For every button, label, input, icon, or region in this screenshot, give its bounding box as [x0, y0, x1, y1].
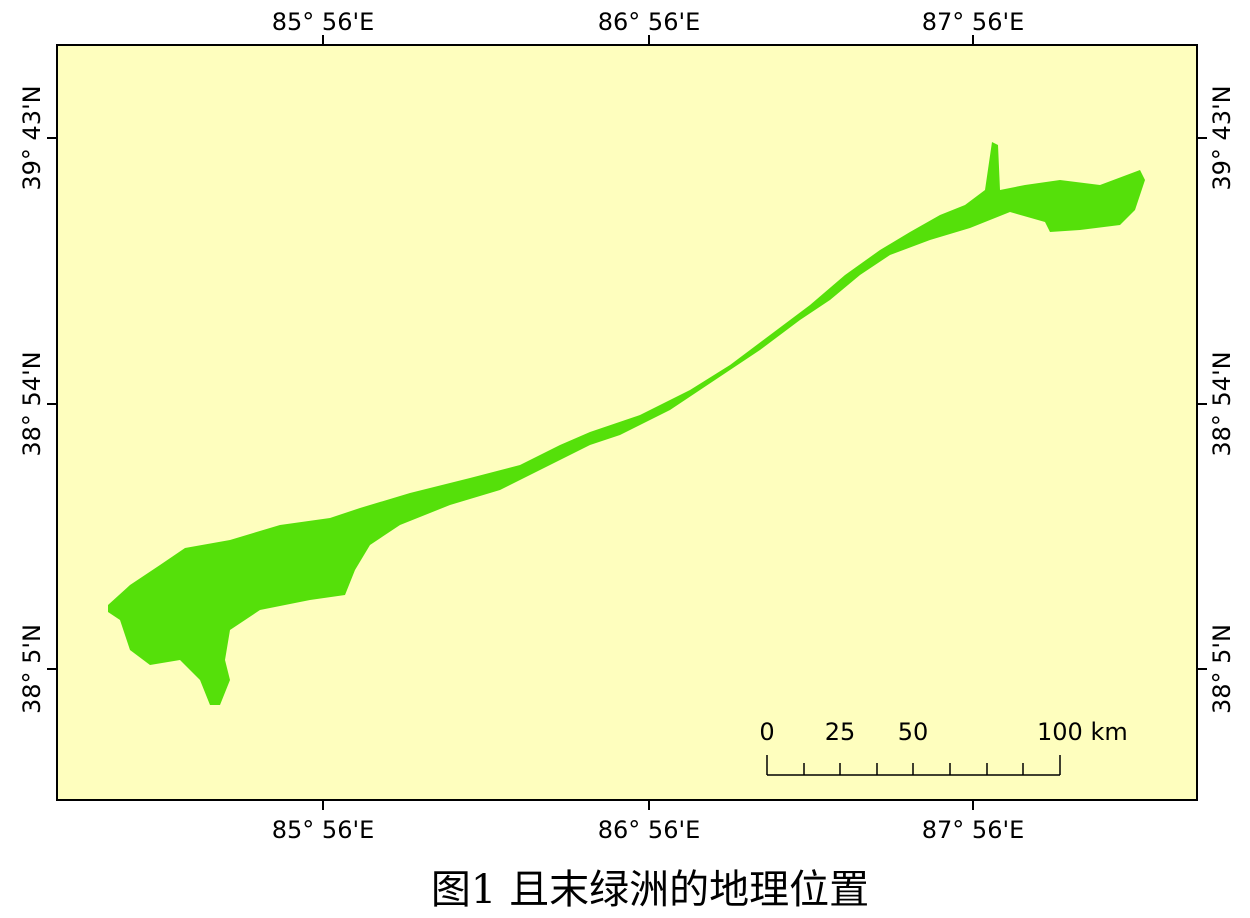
lon-label: 86° 56'E: [598, 8, 700, 36]
lon-label: 87° 56'E: [922, 816, 1024, 844]
figure-caption: 图1 且末绿洲的地理位置: [431, 867, 869, 913]
lon-label: 85° 56'E: [272, 816, 374, 844]
scale-bar: [766, 755, 1061, 776]
lon-label: 86° 56'E: [598, 816, 700, 844]
lon-label: 87° 56'E: [922, 8, 1024, 36]
lat-label: 38° 5'N: [1208, 624, 1236, 714]
scale-label: 0: [759, 718, 774, 746]
lat-label: 38° 54'N: [1208, 351, 1236, 456]
lat-label: 39° 43'N: [1208, 85, 1236, 190]
lat-label: 39° 43'N: [18, 85, 46, 190]
scale-label: 100 km: [1037, 718, 1128, 746]
scale-label: 25: [825, 718, 856, 746]
oasis-area: [108, 142, 1145, 705]
lon-label: 85° 56'E: [272, 8, 374, 36]
scale-label: 50: [898, 718, 929, 746]
lat-label: 38° 5'N: [18, 624, 46, 714]
lat-label: 38° 54'N: [18, 351, 46, 456]
